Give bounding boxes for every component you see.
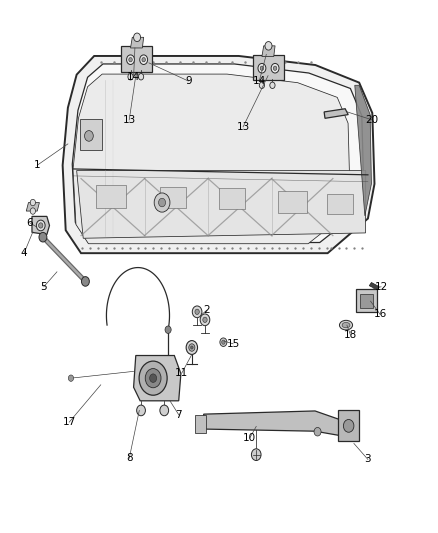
Text: 10: 10	[243, 433, 256, 443]
Ellipse shape	[339, 320, 353, 330]
Polygon shape	[219, 188, 245, 209]
Text: 4: 4	[21, 248, 28, 258]
Polygon shape	[73, 74, 350, 244]
Circle shape	[273, 66, 277, 70]
FancyBboxPatch shape	[356, 289, 377, 312]
Text: 15: 15	[226, 339, 240, 349]
Text: 20: 20	[366, 115, 379, 125]
Text: 13: 13	[123, 115, 136, 125]
Circle shape	[270, 82, 275, 88]
Polygon shape	[324, 109, 348, 118]
FancyBboxPatch shape	[360, 294, 373, 308]
Polygon shape	[72, 64, 364, 243]
Text: 3: 3	[364, 455, 371, 464]
Polygon shape	[77, 171, 366, 238]
Circle shape	[30, 208, 35, 214]
Text: 14: 14	[127, 72, 140, 82]
Circle shape	[258, 63, 266, 73]
Circle shape	[343, 419, 354, 432]
FancyBboxPatch shape	[195, 415, 206, 433]
Circle shape	[222, 340, 225, 344]
Text: 1: 1	[34, 160, 41, 170]
Text: 18: 18	[344, 330, 357, 340]
Circle shape	[160, 405, 169, 416]
Circle shape	[165, 326, 171, 334]
Text: 5: 5	[40, 282, 47, 292]
Circle shape	[203, 317, 207, 322]
Circle shape	[140, 55, 148, 64]
Polygon shape	[355, 85, 371, 216]
FancyBboxPatch shape	[80, 119, 102, 150]
Polygon shape	[63, 56, 374, 253]
Polygon shape	[327, 194, 353, 214]
Circle shape	[145, 369, 161, 388]
Text: 17: 17	[63, 417, 76, 427]
Polygon shape	[262, 46, 275, 56]
Circle shape	[251, 449, 261, 461]
Polygon shape	[26, 203, 39, 211]
Circle shape	[129, 58, 132, 62]
Circle shape	[138, 74, 144, 80]
Circle shape	[128, 74, 133, 80]
Circle shape	[271, 63, 279, 73]
Polygon shape	[160, 187, 186, 208]
Polygon shape	[204, 411, 339, 435]
Circle shape	[36, 220, 45, 231]
Circle shape	[139, 361, 167, 395]
Circle shape	[39, 232, 47, 242]
Circle shape	[195, 309, 199, 314]
Polygon shape	[131, 37, 144, 48]
Circle shape	[137, 405, 145, 416]
Circle shape	[220, 338, 227, 346]
Circle shape	[39, 223, 43, 228]
Polygon shape	[134, 356, 181, 401]
Circle shape	[85, 131, 93, 141]
Circle shape	[259, 82, 265, 88]
Text: 12: 12	[374, 282, 388, 292]
Text: 16: 16	[374, 310, 387, 319]
Polygon shape	[32, 216, 49, 235]
Text: 9: 9	[185, 76, 192, 86]
Circle shape	[142, 58, 145, 62]
Circle shape	[134, 33, 141, 42]
Circle shape	[260, 66, 264, 70]
FancyBboxPatch shape	[253, 55, 284, 80]
Text: 14: 14	[253, 76, 266, 86]
Circle shape	[81, 277, 89, 286]
Text: 7: 7	[175, 410, 182, 419]
Text: 8: 8	[126, 454, 133, 463]
Text: 2: 2	[203, 305, 210, 315]
Circle shape	[191, 346, 193, 349]
Circle shape	[154, 193, 170, 212]
Text: 11: 11	[175, 368, 188, 378]
Circle shape	[30, 199, 35, 206]
FancyBboxPatch shape	[121, 46, 152, 72]
Polygon shape	[278, 191, 307, 213]
Text: 13: 13	[237, 122, 250, 132]
FancyBboxPatch shape	[338, 410, 359, 441]
Circle shape	[189, 344, 195, 351]
Circle shape	[159, 198, 166, 207]
Circle shape	[314, 427, 321, 436]
Circle shape	[68, 375, 74, 382]
Circle shape	[186, 341, 198, 354]
Circle shape	[150, 374, 157, 383]
Text: 6: 6	[26, 218, 33, 228]
Polygon shape	[369, 282, 379, 289]
Ellipse shape	[342, 322, 350, 328]
Polygon shape	[96, 185, 126, 208]
Circle shape	[200, 314, 210, 326]
Circle shape	[265, 42, 272, 50]
Circle shape	[192, 306, 202, 318]
Circle shape	[127, 55, 134, 64]
